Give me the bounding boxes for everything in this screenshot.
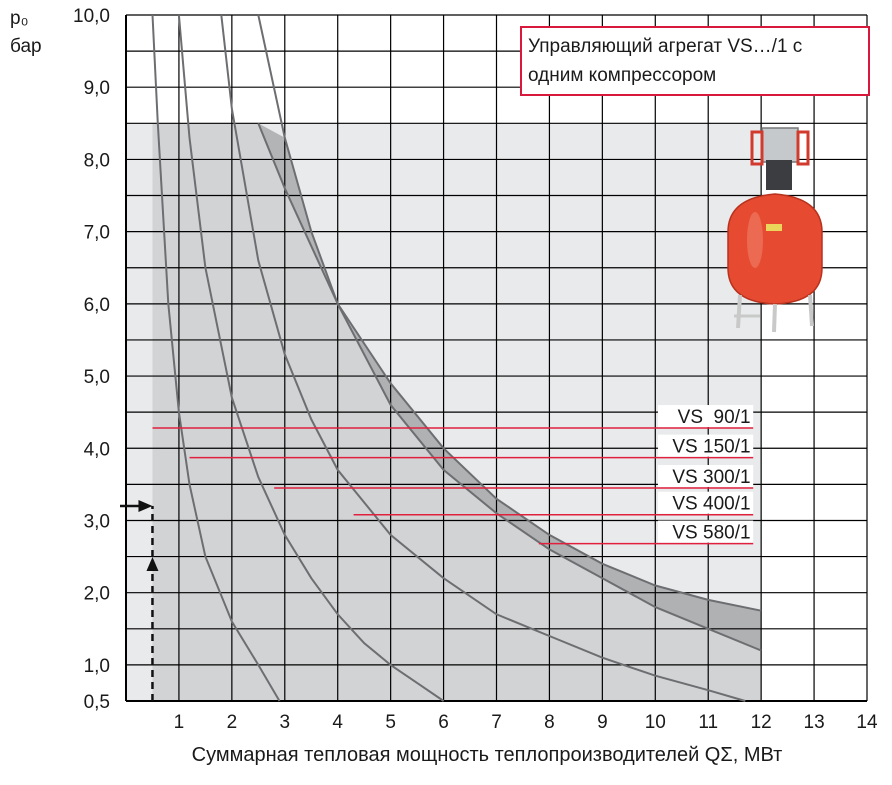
model-label-bg bbox=[657, 464, 754, 487]
axis-labels: p₀ бар Суммарная тепловая мощность тепло… bbox=[10, 8, 782, 766]
x-tick-label: 9 bbox=[597, 712, 608, 733]
y-tick-label: 2,0 bbox=[84, 584, 110, 605]
y-axis-unit: бар bbox=[10, 36, 42, 57]
curve-VS-150-1 bbox=[177, 14, 445, 702]
y-tick-label: 0,5 bbox=[84, 692, 110, 713]
axis-ticks: 1 2 3 4 5 6 7 8 9 10 11 12 13 140,51,02,03,04,05,06,0… bbox=[73, 6, 878, 733]
y-tick-label: 10,0 bbox=[73, 6, 110, 27]
y-axis-symbol: p₀ bbox=[10, 8, 28, 29]
x-tick-label: 2 bbox=[227, 712, 238, 733]
curve-VS-90-1 bbox=[151, 14, 281, 702]
y-tick-label: 1,0 bbox=[84, 656, 110, 677]
model-label-bg bbox=[657, 434, 754, 457]
tank-control-box bbox=[761, 127, 799, 163]
y-tick-label: 3,0 bbox=[84, 511, 110, 532]
model-label: VS 580/1 bbox=[672, 523, 750, 544]
model-label-bg bbox=[657, 405, 754, 428]
curve-VS-300-1 bbox=[220, 14, 746, 702]
model-label: VS 400/1 bbox=[672, 494, 750, 515]
curve-VS-580-1 bbox=[257, 122, 762, 612]
annotation-arrows bbox=[120, 500, 159, 701]
annotation-up-arrow bbox=[146, 557, 159, 572]
x-tick-label: 13 bbox=[804, 712, 825, 733]
x-tick-label: 8 bbox=[544, 712, 555, 733]
x-tick-label: 1 bbox=[174, 712, 185, 733]
model-label-bg bbox=[657, 520, 754, 543]
y-tick-label: 4,0 bbox=[84, 439, 110, 460]
model-label-bg bbox=[657, 491, 754, 514]
grid bbox=[125, 14, 868, 702]
model-label: VS 300/1 bbox=[672, 467, 750, 488]
tank-compressor bbox=[766, 160, 792, 190]
model-label: VS 90/1 bbox=[678, 407, 751, 428]
x-tick-label: 14 bbox=[856, 712, 878, 733]
x-tick-label: 11 bbox=[698, 712, 718, 733]
model-label: VS 150/1 bbox=[672, 437, 750, 458]
curve-VS-400-1 bbox=[257, 14, 762, 652]
x-axis-label: Суммарная тепловая мощность теплопроизво… bbox=[192, 744, 783, 766]
x-tick-label: 5 bbox=[385, 712, 396, 733]
annotation-right-arrow bbox=[138, 500, 153, 513]
y-tick-label: 8,0 bbox=[84, 150, 110, 171]
x-tick-label: 3 bbox=[279, 712, 290, 733]
x-tick-label: 10 bbox=[645, 712, 666, 733]
capacity-curves bbox=[151, 14, 762, 702]
x-tick-label: 4 bbox=[332, 712, 343, 733]
x-tick-label: 12 bbox=[751, 712, 772, 733]
x-tick-label: 7 bbox=[491, 712, 502, 733]
x-tick-label: 6 bbox=[438, 712, 449, 733]
tank-body bbox=[727, 193, 823, 305]
chart-title-box: Управляющий агрегат VS…/1 с одним компре… bbox=[520, 26, 870, 96]
y-tick-label: 6,0 bbox=[84, 295, 110, 316]
y-tick-label: 9,0 bbox=[84, 78, 110, 99]
model-labels: VS 90/1 VS 150/1 VS 300/1 VS 400/1 VS 580/1 bbox=[152, 405, 754, 545]
tank-illustration bbox=[727, 127, 823, 333]
y-tick-label: 7,0 bbox=[84, 223, 110, 244]
chart-title: Управляющий агрегат VS…/1 с одним компре… bbox=[528, 36, 803, 86]
y-tick-label: 5,0 bbox=[84, 367, 110, 388]
